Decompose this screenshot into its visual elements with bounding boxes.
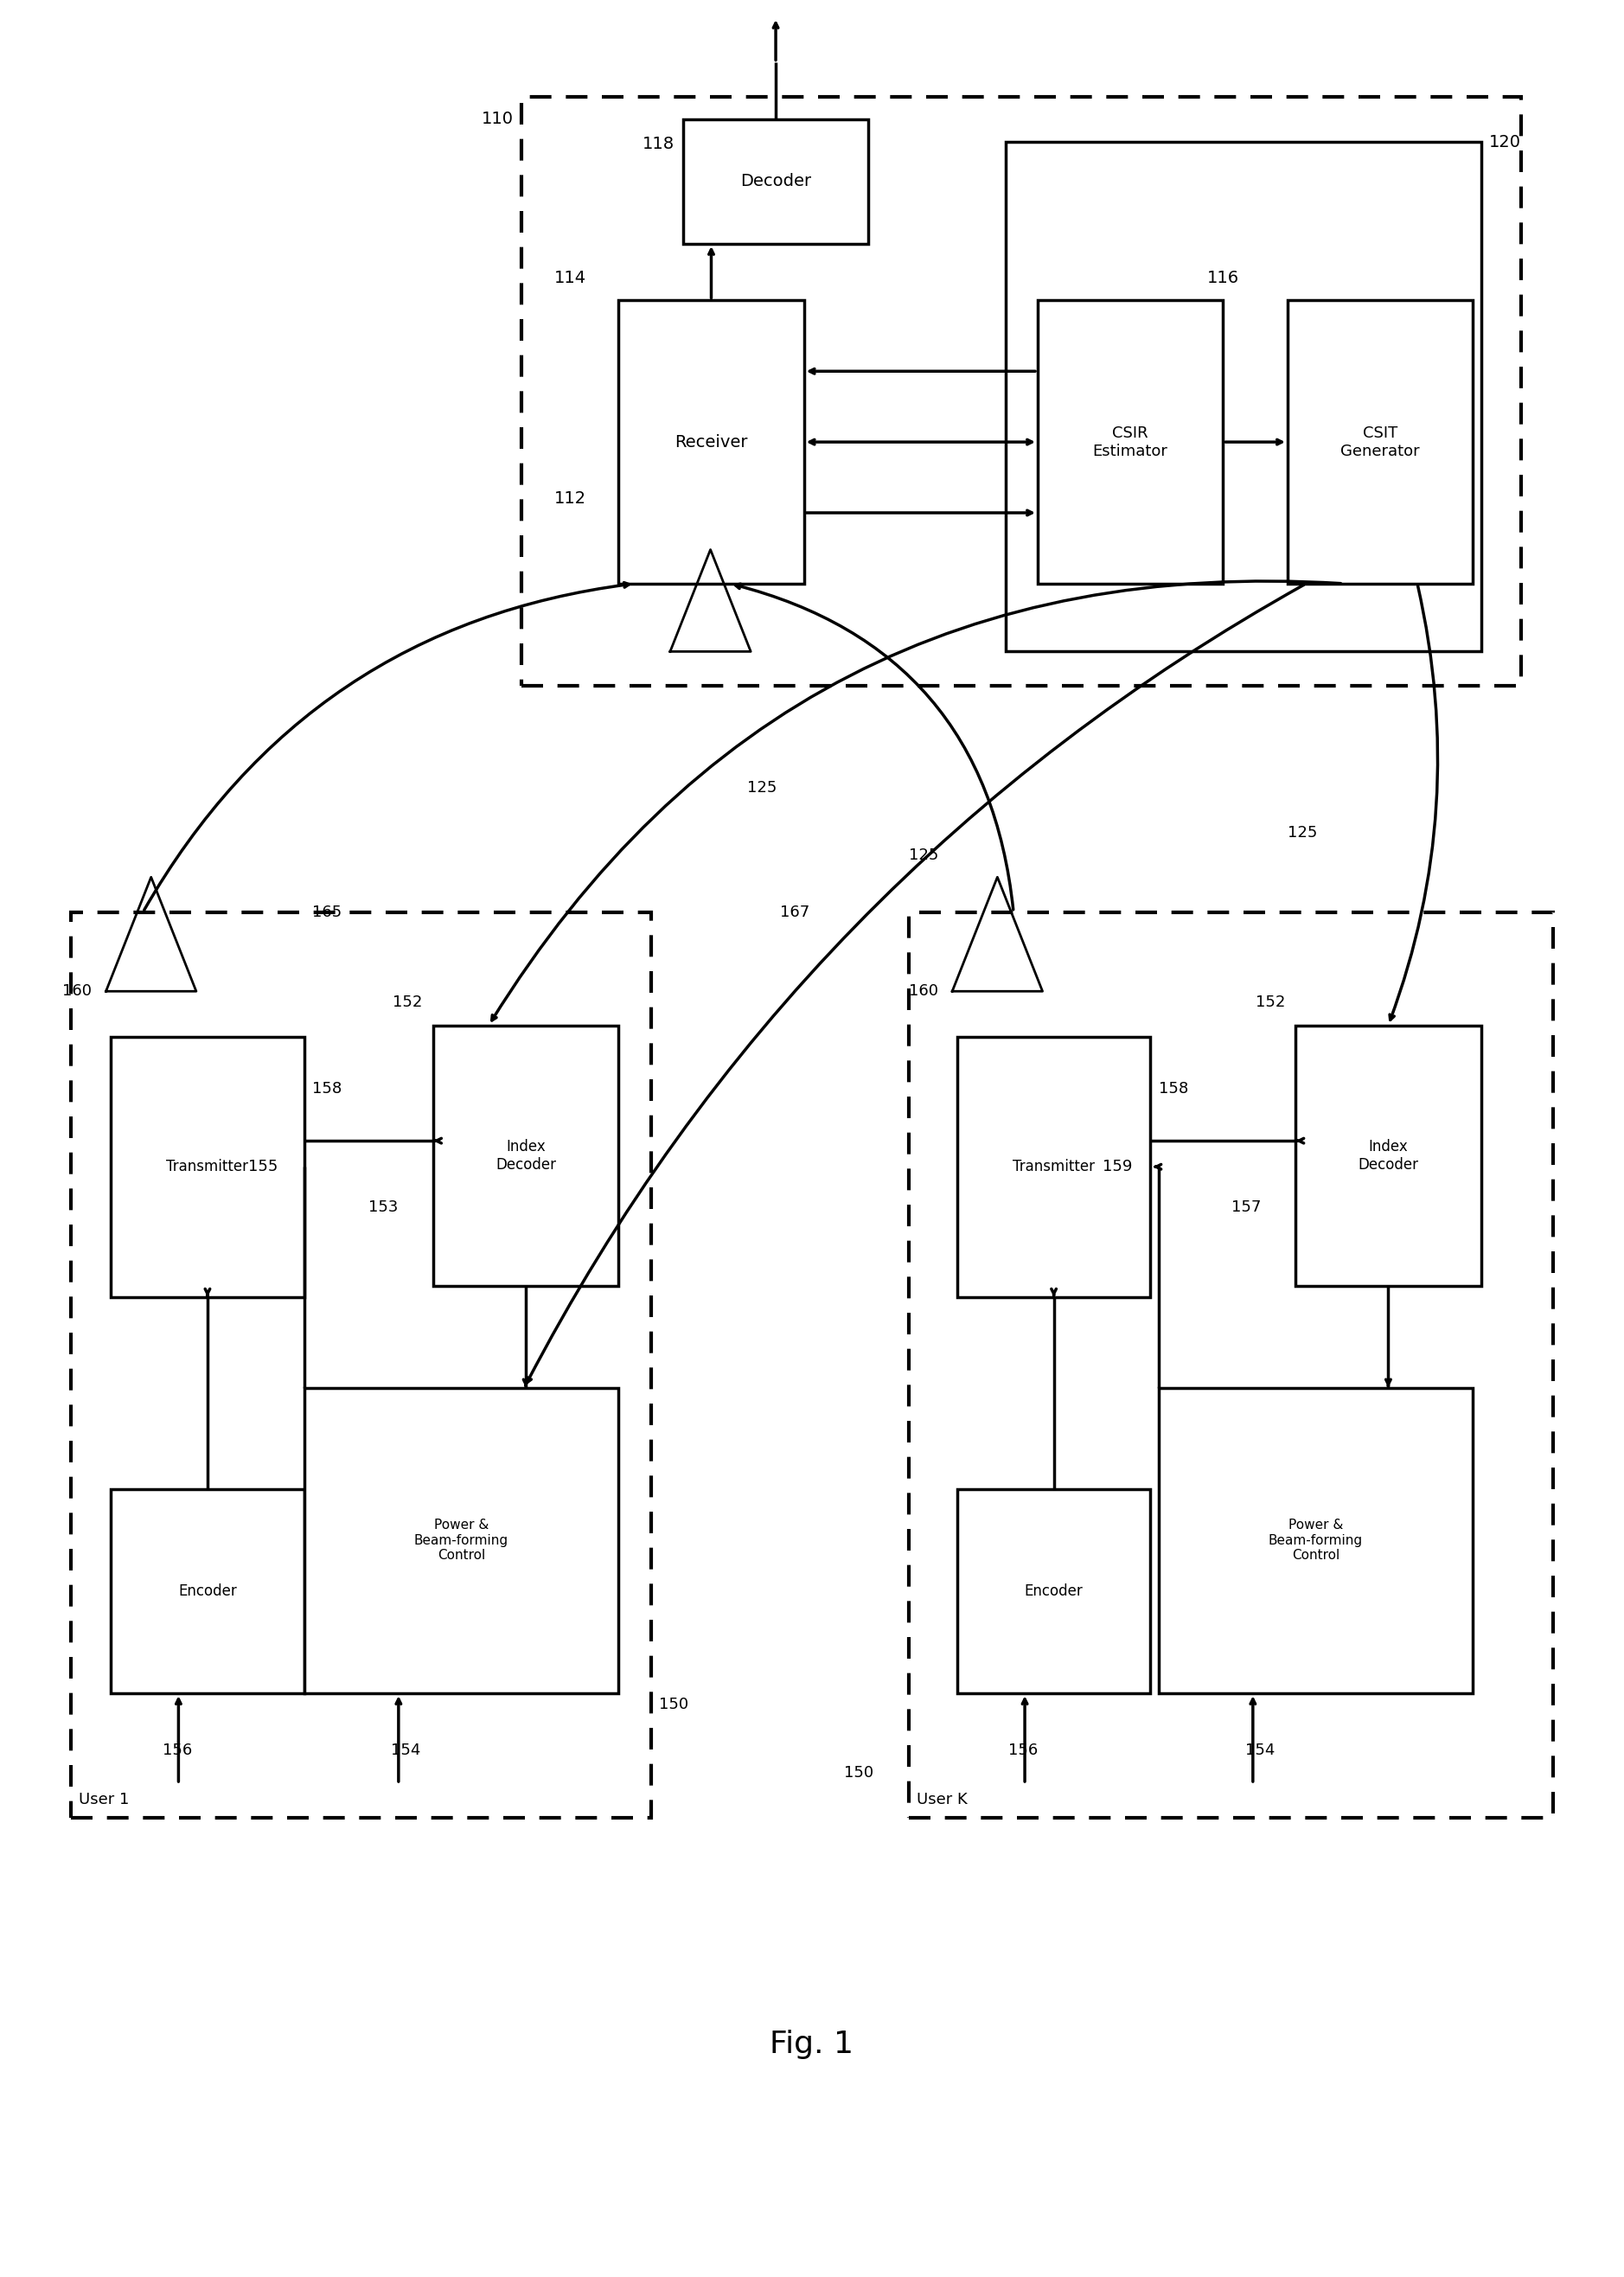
Text: 116: 116 — [1207, 269, 1239, 287]
FancyBboxPatch shape — [619, 301, 804, 583]
FancyBboxPatch shape — [110, 1489, 304, 1694]
Text: CSIR
Estimator: CSIR Estimator — [1093, 426, 1168, 458]
Text: Encoder: Encoder — [1025, 1585, 1083, 1598]
FancyBboxPatch shape — [70, 913, 651, 1817]
Text: 112: 112 — [554, 490, 586, 508]
Text: User K: User K — [918, 1792, 968, 1808]
Text: 155: 155 — [248, 1159, 278, 1175]
FancyBboxPatch shape — [1158, 1387, 1473, 1694]
Text: 159: 159 — [1103, 1159, 1132, 1175]
FancyBboxPatch shape — [521, 96, 1522, 685]
Text: 110: 110 — [482, 112, 513, 128]
Text: 156: 156 — [162, 1742, 192, 1758]
Text: 152: 152 — [393, 995, 422, 1011]
Text: Receiver: Receiver — [674, 435, 747, 451]
Text: Index
Decoder: Index Decoder — [1358, 1138, 1418, 1173]
Text: 157: 157 — [1231, 1200, 1260, 1216]
FancyBboxPatch shape — [434, 1025, 619, 1287]
FancyBboxPatch shape — [1288, 301, 1473, 583]
Text: Fig. 1: Fig. 1 — [770, 2029, 854, 2058]
Text: 158: 158 — [1158, 1082, 1189, 1098]
Text: 154: 154 — [1246, 1742, 1275, 1758]
Text: Encoder: Encoder — [179, 1585, 237, 1598]
Text: Decoder: Decoder — [741, 173, 812, 189]
Text: 118: 118 — [643, 137, 676, 153]
Text: 125: 125 — [1288, 824, 1317, 840]
Text: Transmitter: Transmitter — [166, 1159, 248, 1175]
FancyBboxPatch shape — [1005, 141, 1481, 651]
FancyBboxPatch shape — [1038, 301, 1223, 583]
Text: 114: 114 — [554, 269, 586, 287]
Text: User 1: User 1 — [78, 1792, 128, 1808]
Text: 160: 160 — [62, 984, 93, 1000]
Text: 160: 160 — [909, 984, 939, 1000]
Text: 167: 167 — [780, 904, 809, 920]
FancyBboxPatch shape — [684, 118, 869, 244]
Text: 165: 165 — [312, 904, 343, 920]
Text: 154: 154 — [390, 1742, 421, 1758]
FancyBboxPatch shape — [909, 913, 1554, 1817]
Text: CSIT
Generator: CSIT Generator — [1340, 426, 1419, 458]
FancyBboxPatch shape — [110, 1036, 304, 1298]
Text: 150: 150 — [844, 1765, 874, 1781]
Text: Index
Decoder: Index Decoder — [495, 1138, 555, 1173]
Text: 152: 152 — [1255, 995, 1285, 1011]
Text: 153: 153 — [369, 1200, 398, 1216]
Text: 150: 150 — [659, 1696, 689, 1712]
FancyBboxPatch shape — [304, 1387, 619, 1694]
FancyBboxPatch shape — [957, 1036, 1150, 1298]
FancyBboxPatch shape — [1296, 1025, 1481, 1287]
Text: 156: 156 — [1009, 1742, 1038, 1758]
Text: Power &
Beam-forming
Control: Power & Beam-forming Control — [414, 1519, 508, 1562]
Text: 125: 125 — [909, 847, 939, 863]
Text: 125: 125 — [747, 779, 778, 795]
Text: 158: 158 — [312, 1082, 343, 1098]
Text: Power &
Beam-forming
Control: Power & Beam-forming Control — [1268, 1519, 1363, 1562]
Text: 120: 120 — [1489, 134, 1522, 150]
FancyBboxPatch shape — [957, 1489, 1150, 1694]
Text: Transmitter: Transmitter — [1013, 1159, 1095, 1175]
